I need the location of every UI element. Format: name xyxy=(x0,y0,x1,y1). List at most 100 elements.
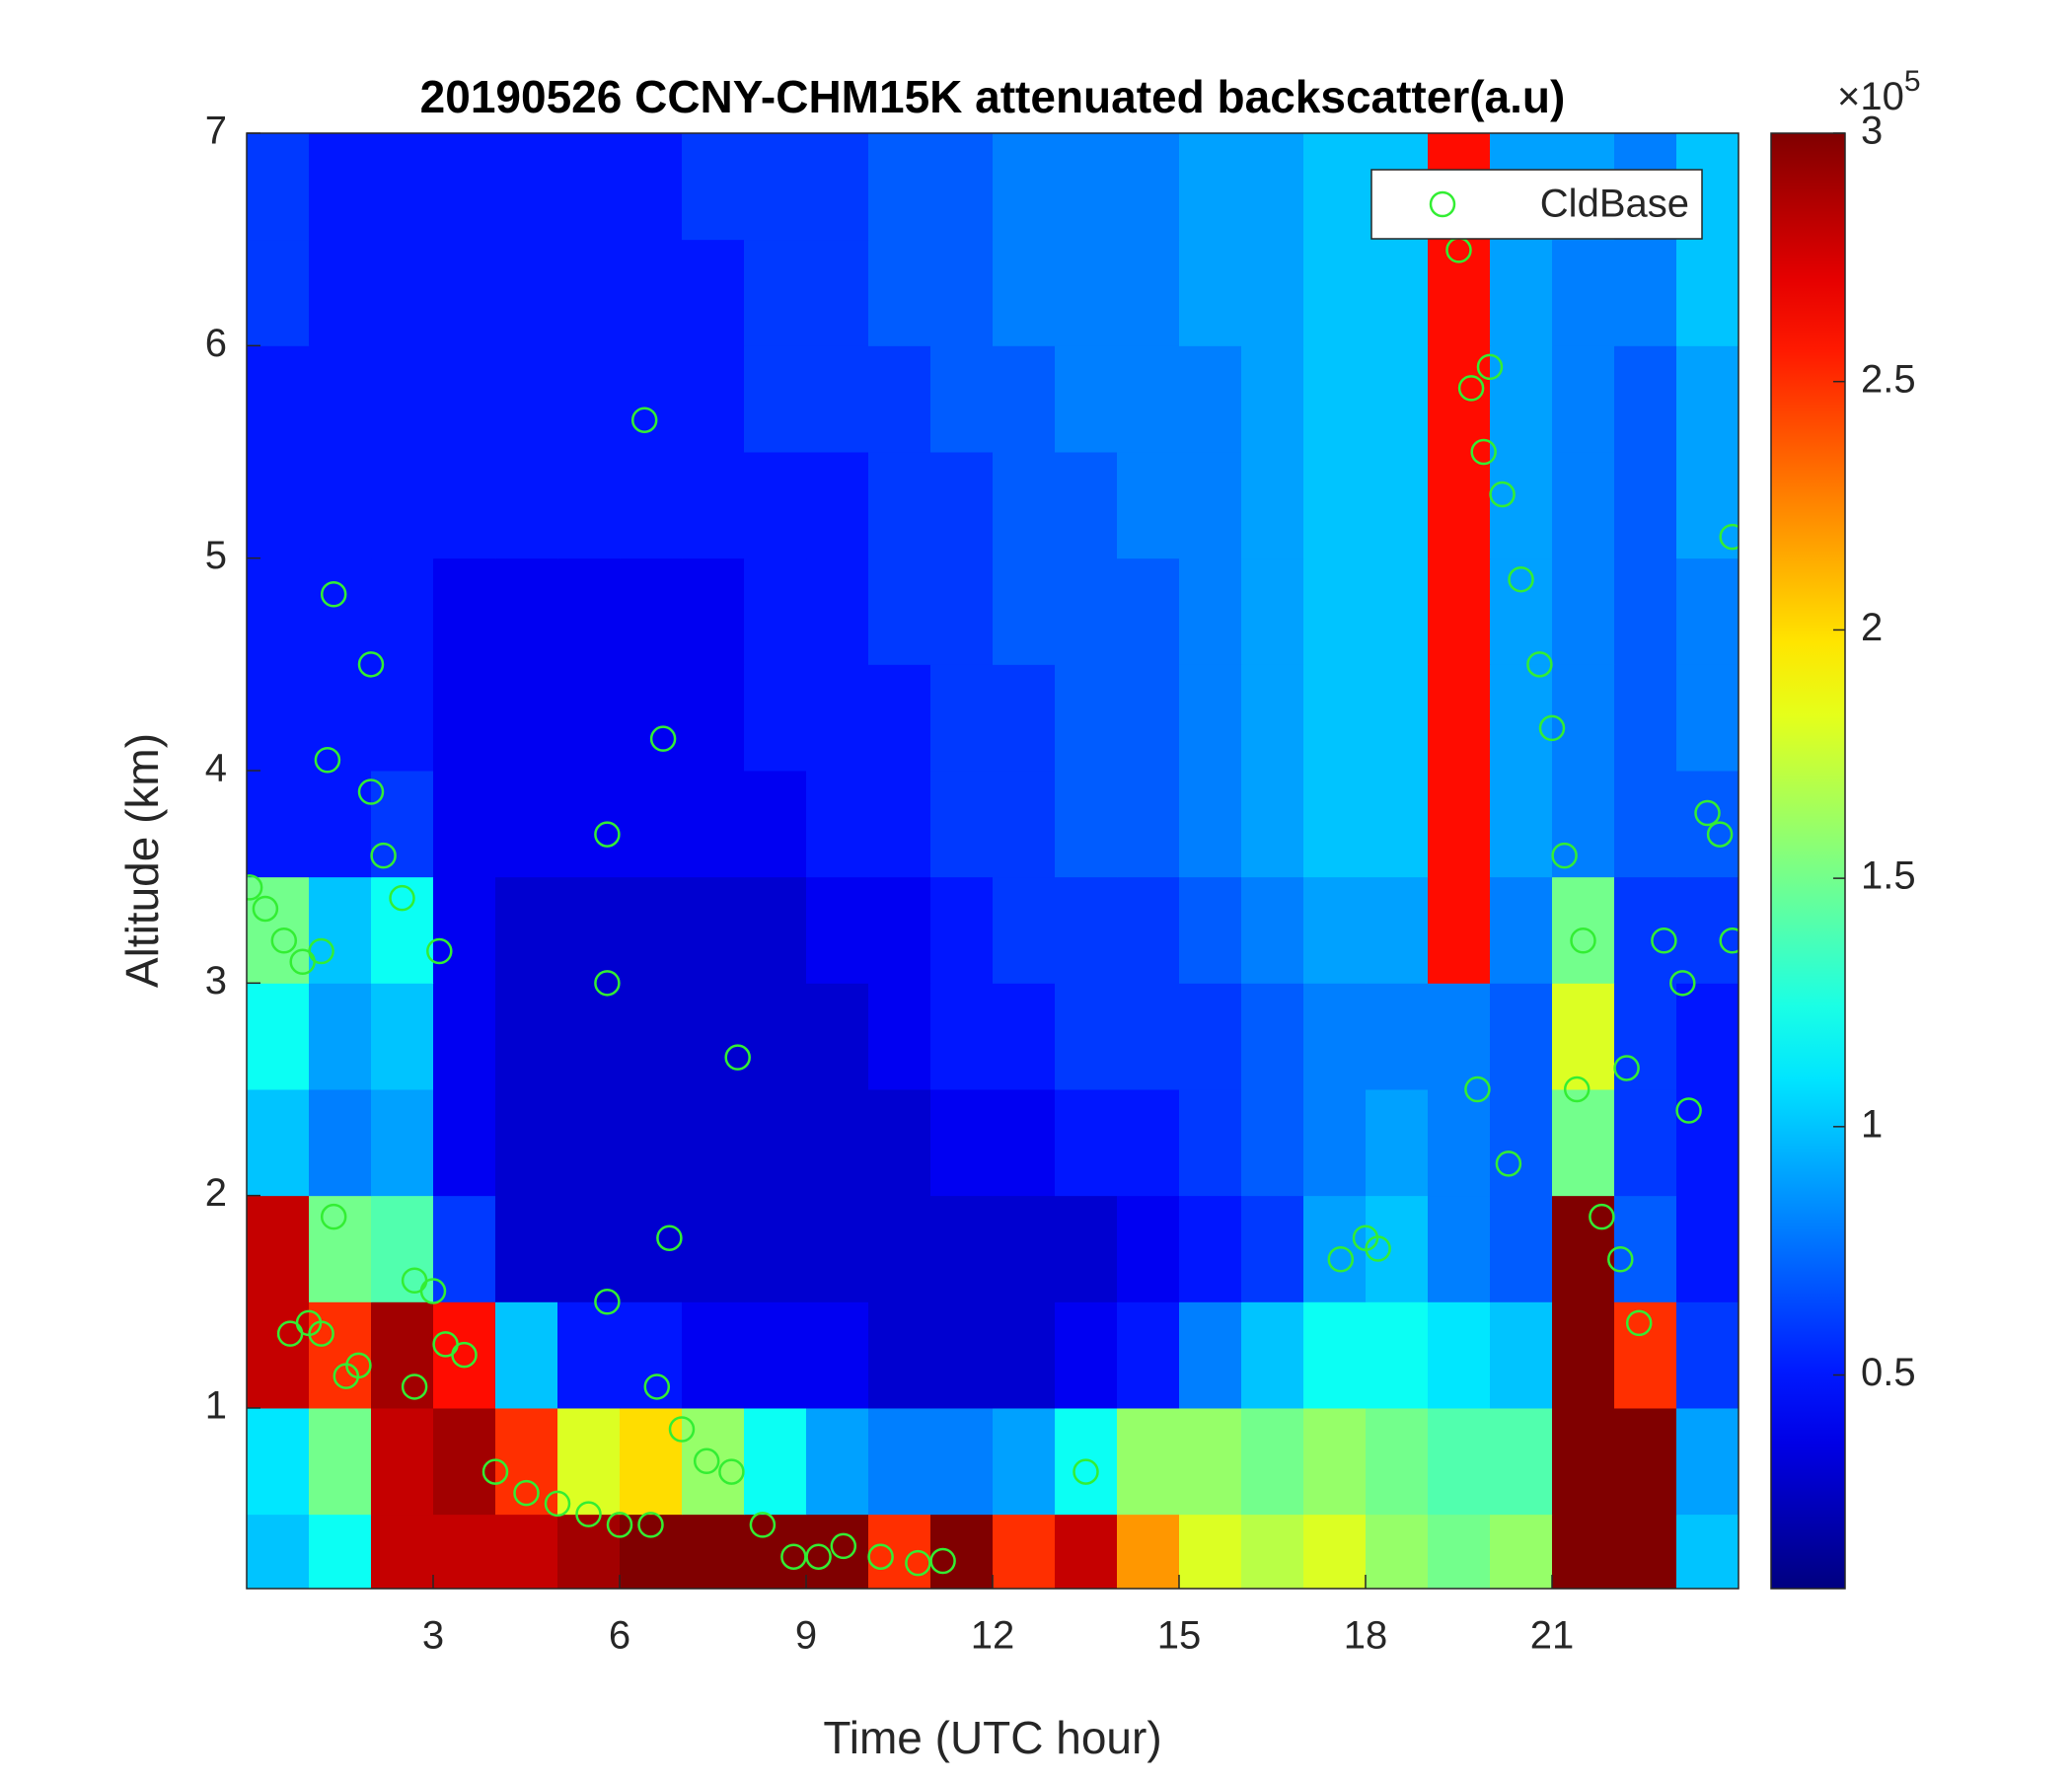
heatmap-cell xyxy=(744,239,807,346)
cloud-base-point xyxy=(1607,1245,1634,1273)
heatmap-cell xyxy=(1428,664,1491,772)
heatmap-cell xyxy=(1490,239,1553,346)
heatmap-cell xyxy=(1614,770,1677,878)
cloud-base-point xyxy=(370,842,397,869)
heatmap-cell xyxy=(433,770,496,878)
y-tick-label: 3 xyxy=(205,959,227,1002)
heatmap-cell xyxy=(1490,1301,1553,1409)
heatmap-cell xyxy=(1179,1088,1242,1197)
heatmap-cell xyxy=(1428,1407,1491,1516)
heatmap-cell xyxy=(1366,1514,1429,1589)
heatmap-cell xyxy=(1179,1195,1242,1302)
cloud-base-point xyxy=(1464,1076,1491,1103)
heatmap-cell xyxy=(1055,983,1118,1090)
heatmap-cell xyxy=(806,664,869,772)
heatmap-cell xyxy=(1055,451,1118,559)
cloud-base-point xyxy=(656,1224,683,1251)
heatmap-cell xyxy=(744,451,807,559)
cloud-base-point xyxy=(594,970,621,997)
heatmap-cell xyxy=(1241,770,1304,878)
heatmap-cell xyxy=(433,133,496,241)
cloud-base-point xyxy=(1470,438,1497,466)
heatmap-cell xyxy=(247,1088,310,1197)
x-tick-label: 15 xyxy=(1157,1614,1202,1658)
heatmap-cell xyxy=(1552,239,1615,346)
cloud-base-point xyxy=(630,407,658,433)
heatmap-cell xyxy=(495,876,558,984)
heatmap-cell xyxy=(1366,1301,1429,1409)
heatmap-cell xyxy=(247,239,310,346)
cloud-base-point xyxy=(1719,523,1739,551)
heatmap-cell xyxy=(930,451,994,559)
cloud-base-point xyxy=(1457,375,1485,402)
heatmap-cell xyxy=(1303,557,1367,665)
heatmap-cell xyxy=(1676,1514,1739,1589)
heatmap-cell xyxy=(806,239,869,346)
heatmap-cell xyxy=(620,133,683,241)
cloud-base-point xyxy=(575,1501,602,1527)
heatmap-cell xyxy=(806,876,869,984)
heatmap-cell xyxy=(993,664,1056,772)
cloud-base-point xyxy=(345,1352,372,1379)
heatmap-cell xyxy=(1055,239,1118,346)
cloud-base-point xyxy=(905,1549,931,1577)
cloud-base-point xyxy=(320,581,347,608)
heatmap-cell xyxy=(930,557,994,665)
cloud-base-point xyxy=(606,1512,633,1538)
colorbar-scale-base: ×10 xyxy=(1837,75,1904,118)
heatmap-cell xyxy=(1366,770,1429,878)
heatmap-cell xyxy=(1117,133,1180,241)
heatmap-cell xyxy=(1055,1407,1118,1516)
colorbar-tick-label: 0.5 xyxy=(1861,1351,1916,1394)
y-tick-label: 1 xyxy=(205,1384,227,1428)
heatmap-cell xyxy=(1552,1407,1615,1516)
heatmap-cell xyxy=(744,770,807,878)
heatmap-cell xyxy=(806,133,869,241)
heatmap-cell xyxy=(1241,1195,1304,1302)
heatmap-cell xyxy=(1676,664,1739,772)
heatmap-cell xyxy=(930,1195,994,1302)
heatmap-cell xyxy=(1179,770,1242,878)
heatmap-cell xyxy=(993,770,1056,878)
heatmap-cell xyxy=(495,983,558,1090)
heatmap-cell xyxy=(557,876,621,984)
heatmap-cell xyxy=(1303,1514,1367,1589)
heatmap-cell xyxy=(682,451,745,559)
heatmap-cell xyxy=(682,345,745,453)
heatmap-cell xyxy=(744,983,807,1090)
heatmap-cell xyxy=(371,1407,434,1516)
y-tick-label: 5 xyxy=(205,534,227,577)
heatmap-cell xyxy=(868,1407,931,1516)
heatmap-cell xyxy=(309,451,372,559)
cloud-base-point xyxy=(1327,1245,1355,1273)
cloud-base-point xyxy=(544,1490,571,1518)
cloud-base-point xyxy=(513,1479,540,1507)
heatmap-cell xyxy=(993,983,1056,1090)
heatmap-cell xyxy=(806,983,869,1090)
cloud-base-point xyxy=(1694,799,1721,827)
heatmap-cell xyxy=(1614,557,1677,665)
heatmap-cell xyxy=(1428,983,1491,1090)
colorbar-tick-label: 3 xyxy=(1861,110,1883,153)
x-tick-label: 12 xyxy=(971,1614,1015,1658)
heatmap-cell xyxy=(1179,239,1242,346)
heatmap-cell xyxy=(868,451,931,559)
cloud-base-point xyxy=(643,1373,671,1400)
heatmap-cell xyxy=(744,1301,807,1409)
heatmap-cell xyxy=(1241,1301,1304,1409)
heatmap-cell xyxy=(1490,876,1553,984)
heatmap-cell xyxy=(433,557,496,665)
heatmap-cell xyxy=(1303,133,1367,241)
heatmap-cell xyxy=(371,557,434,665)
heatmap-cell xyxy=(1055,1301,1118,1409)
heatmap-cell xyxy=(557,1407,621,1516)
heatmap-cell xyxy=(1179,451,1242,559)
heatmap-cell xyxy=(1614,1407,1677,1516)
heatmap-cell xyxy=(557,1301,621,1409)
heatmap-cell xyxy=(993,1195,1056,1302)
heatmap-cell xyxy=(1552,451,1615,559)
cloud-base-point xyxy=(270,927,298,954)
heatmap-cell xyxy=(309,1407,372,1516)
heatmap-cell xyxy=(993,133,1056,241)
heatmap-cell xyxy=(1490,557,1553,665)
